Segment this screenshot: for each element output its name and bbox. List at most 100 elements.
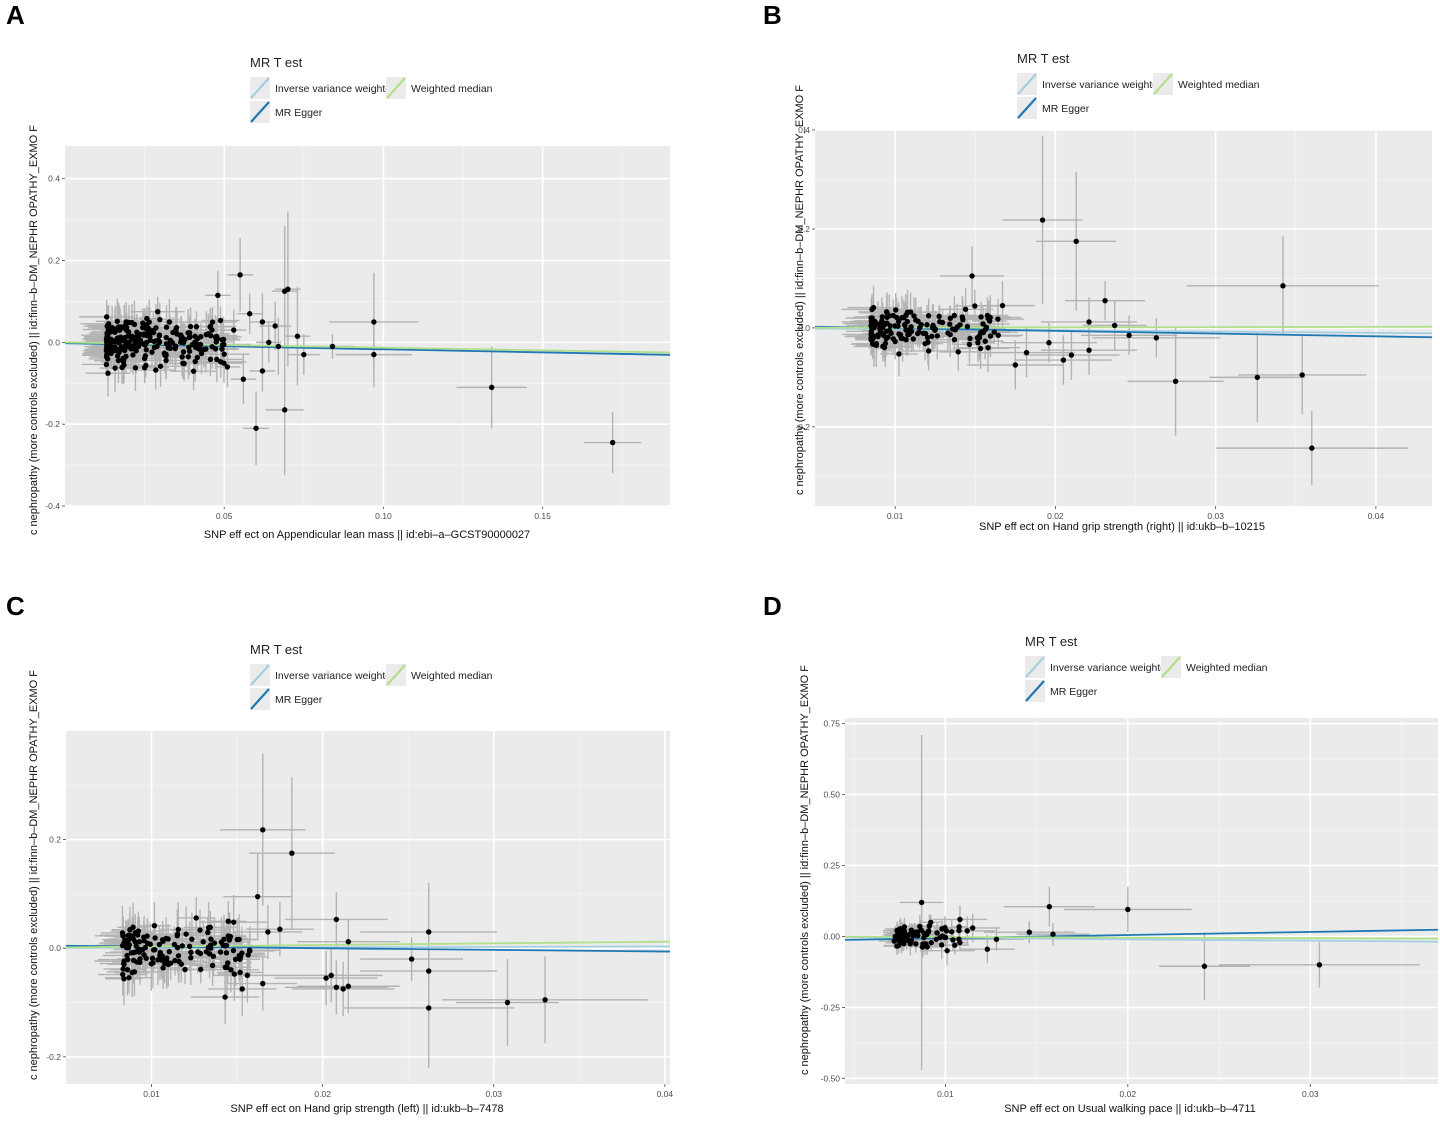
data-point xyxy=(984,312,991,319)
data-point xyxy=(166,949,173,955)
data-point xyxy=(244,972,251,979)
data-point xyxy=(962,306,969,312)
data-point xyxy=(1073,238,1079,245)
x-tick-label: 0.02 xyxy=(1120,1089,1137,1099)
data-point xyxy=(163,357,169,364)
data-point xyxy=(127,927,133,933)
data-point xyxy=(221,351,227,357)
data-point xyxy=(170,329,176,336)
x-tick-label: 0.05 xyxy=(216,511,233,521)
data-point xyxy=(929,333,935,340)
data-point xyxy=(112,329,118,335)
data-point xyxy=(193,340,200,347)
data-point xyxy=(1299,372,1305,378)
data-point xyxy=(197,950,204,957)
data-point xyxy=(892,323,898,329)
data-point xyxy=(117,334,124,340)
data-point xyxy=(112,365,118,371)
data-point xyxy=(231,971,238,977)
data-point xyxy=(221,341,227,348)
data-point xyxy=(192,333,198,340)
data-point xyxy=(221,360,227,366)
panel-B: B MR T est Inverse variance weighted Weight… xyxy=(763,0,1432,533)
data-point xyxy=(169,340,176,346)
data-point xyxy=(1102,297,1108,304)
data-point xyxy=(1050,931,1056,937)
data-point xyxy=(995,316,1001,322)
x-tick-label: 0.03 xyxy=(1302,1089,1319,1099)
data-point xyxy=(1125,906,1131,913)
data-point xyxy=(886,313,892,319)
data-point xyxy=(875,321,881,328)
x-tick-label: 0.15 xyxy=(534,511,551,521)
data-point xyxy=(174,944,181,951)
data-point xyxy=(230,947,237,954)
data-point xyxy=(141,365,148,371)
x-tick-label: 0.03 xyxy=(1207,511,1224,521)
y-axis-title: c nephropathy (more controls excluded) |… xyxy=(794,85,806,495)
data-point xyxy=(1126,332,1132,339)
data-point xyxy=(894,943,900,949)
y-tick-label: 0.2 xyxy=(48,256,60,266)
data-point xyxy=(260,980,266,987)
data-point xyxy=(149,955,156,961)
data-point xyxy=(913,941,919,947)
data-point xyxy=(187,323,194,330)
data-point xyxy=(903,327,909,333)
data-point xyxy=(175,926,181,933)
data-point xyxy=(232,956,239,963)
data-point xyxy=(894,927,900,934)
legend-key-inverse-variance-weighted xyxy=(250,77,270,99)
x-tick-label: 0.04 xyxy=(1368,511,1385,521)
legend-title: MR T est xyxy=(1025,634,1078,649)
y-axis-title: c nephropathy (more controls excluded) |… xyxy=(28,670,40,1080)
data-point xyxy=(928,939,934,946)
data-point xyxy=(892,338,898,345)
data-point xyxy=(237,272,243,278)
y-tick-label: -0.2 xyxy=(795,422,810,432)
data-point xyxy=(896,351,902,357)
legend-label-mr-egger: MR Egger xyxy=(1050,686,1098,698)
data-point xyxy=(115,357,122,364)
data-point xyxy=(1086,347,1092,353)
data-point xyxy=(163,334,169,341)
data-point xyxy=(155,337,162,344)
data-point xyxy=(220,336,227,343)
data-point xyxy=(140,320,146,326)
data-point xyxy=(911,313,917,319)
data-point xyxy=(144,933,150,939)
data-point xyxy=(124,966,131,973)
data-point xyxy=(1309,445,1315,451)
data-point xyxy=(133,348,139,354)
data-point xyxy=(960,316,966,323)
data-point xyxy=(162,960,168,966)
data-point xyxy=(146,319,152,325)
data-point xyxy=(1039,217,1046,223)
data-point xyxy=(115,339,122,346)
data-point xyxy=(947,315,954,321)
data-point xyxy=(221,936,227,942)
data-point xyxy=(956,924,962,930)
line-inverse-variance-weighted xyxy=(66,945,670,949)
data-point xyxy=(978,314,984,320)
data-point xyxy=(122,334,128,341)
data-point xyxy=(875,333,881,340)
data-point xyxy=(869,341,876,347)
legend-key-inverse-variance-weighted xyxy=(250,664,270,686)
data-point xyxy=(924,944,930,950)
data-point xyxy=(147,941,153,947)
data-point xyxy=(119,930,126,936)
data-point xyxy=(970,925,976,931)
data-point xyxy=(993,936,1000,943)
data-point xyxy=(120,966,126,972)
data-point xyxy=(189,936,195,942)
panel-letter-B: B xyxy=(763,0,782,30)
data-point xyxy=(224,964,230,971)
data-point xyxy=(259,368,266,374)
data-point xyxy=(188,949,194,956)
data-point xyxy=(329,343,336,350)
data-point xyxy=(181,360,187,367)
data-point xyxy=(151,922,158,929)
data-point xyxy=(105,370,111,376)
data-point xyxy=(995,332,1001,339)
